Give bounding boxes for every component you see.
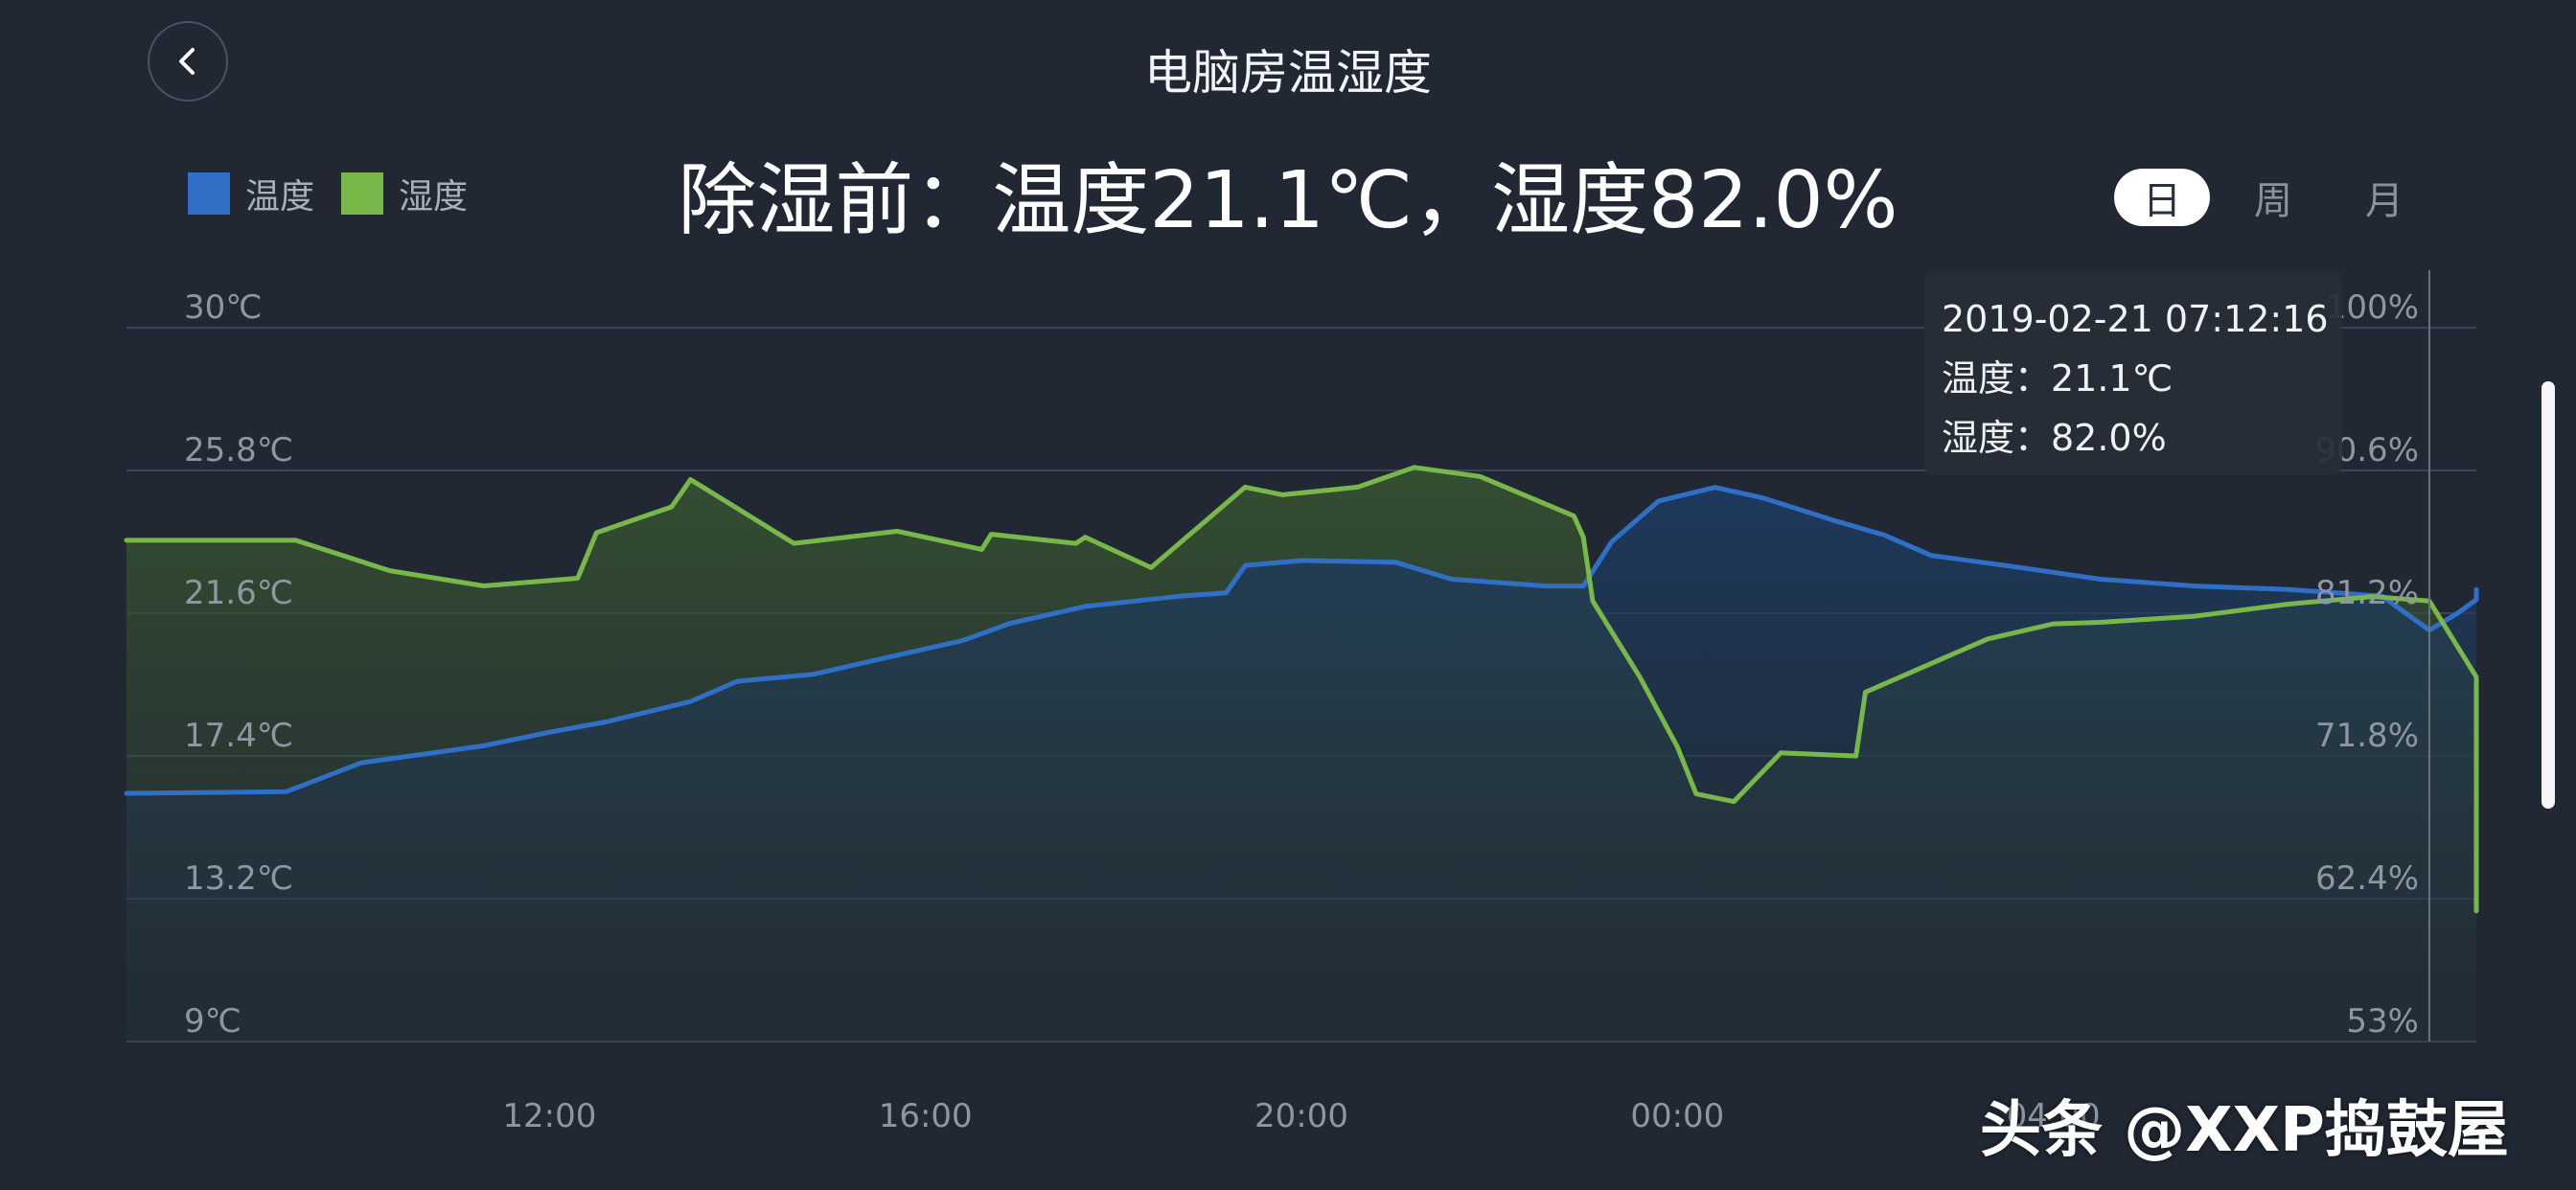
y-left-tick-label: 13.2℃ — [184, 859, 293, 898]
page-title: 电脑房温湿度 — [1144, 45, 1432, 101]
x-tick-label: 00:00 — [1630, 1097, 1724, 1135]
chart-legend: 温度 湿度 — [188, 169, 494, 218]
chart-headline: 除湿前：温度21.1℃，湿度82.0% — [678, 155, 1898, 246]
legend-item-humidity[interactable]: 湿度 — [341, 169, 468, 218]
scrollbar[interactable] — [2542, 381, 2555, 809]
y-left-tick-label: 9℃ — [184, 1002, 242, 1041]
y-left-tick-label: 25.8℃ — [184, 431, 293, 469]
tab-week[interactable]: 周 — [2254, 179, 2292, 223]
y-right-tick-label: 71.8% — [2315, 717, 2419, 755]
legend-label-humidity: 湿度 — [399, 177, 469, 217]
x-tick-label: 16:00 — [879, 1097, 973, 1135]
tooltip-temperature: 温度：21.1℃ — [1942, 357, 2174, 400]
tooltip-timestamp: 2019-02-21 07:12:16 — [1942, 298, 2329, 340]
tab-day[interactable]: 日 — [2114, 169, 2210, 226]
range-tabs: 日 周 月 — [2114, 169, 2448, 226]
y-right-tick-label: 53% — [2346, 1002, 2419, 1041]
x-tick-label: 12:00 — [502, 1097, 596, 1135]
y-right-tick-label: 81.2% — [2315, 574, 2419, 612]
chevron-left-icon — [179, 48, 195, 75]
area-temperature — [126, 487, 2476, 1041]
x-tick-label: 04:00 — [2007, 1097, 2101, 1135]
y-right-tick-label: 62.4% — [2315, 859, 2419, 898]
legend-label-temperature: 温度 — [245, 177, 315, 217]
y-left-tick-label: 21.6℃ — [184, 574, 293, 612]
watermark: 头条 @XXP捣鼓屋 — [1980, 1095, 2509, 1166]
y-left-tick-label: 17.4℃ — [184, 717, 293, 755]
legend-item-temperature[interactable]: 温度 — [188, 169, 314, 218]
data-tooltip: 2019-02-21 07:12:16 温度：21.1℃ 湿度：82.0% — [1924, 270, 2342, 475]
legend-swatch-temperature — [188, 172, 230, 215]
y-left-tick-label: 30℃ — [184, 288, 262, 327]
x-tick-label: 20:00 — [1254, 1097, 1348, 1135]
tooltip-humidity: 湿度：82.0% — [1942, 417, 2167, 459]
series-line-humidity — [124, 465, 2479, 914]
series-line-temperature — [124, 485, 2479, 796]
legend-swatch-humidity — [341, 172, 384, 215]
back-button[interactable] — [148, 21, 228, 102]
tab-month[interactable]: 月 — [2365, 179, 2404, 223]
